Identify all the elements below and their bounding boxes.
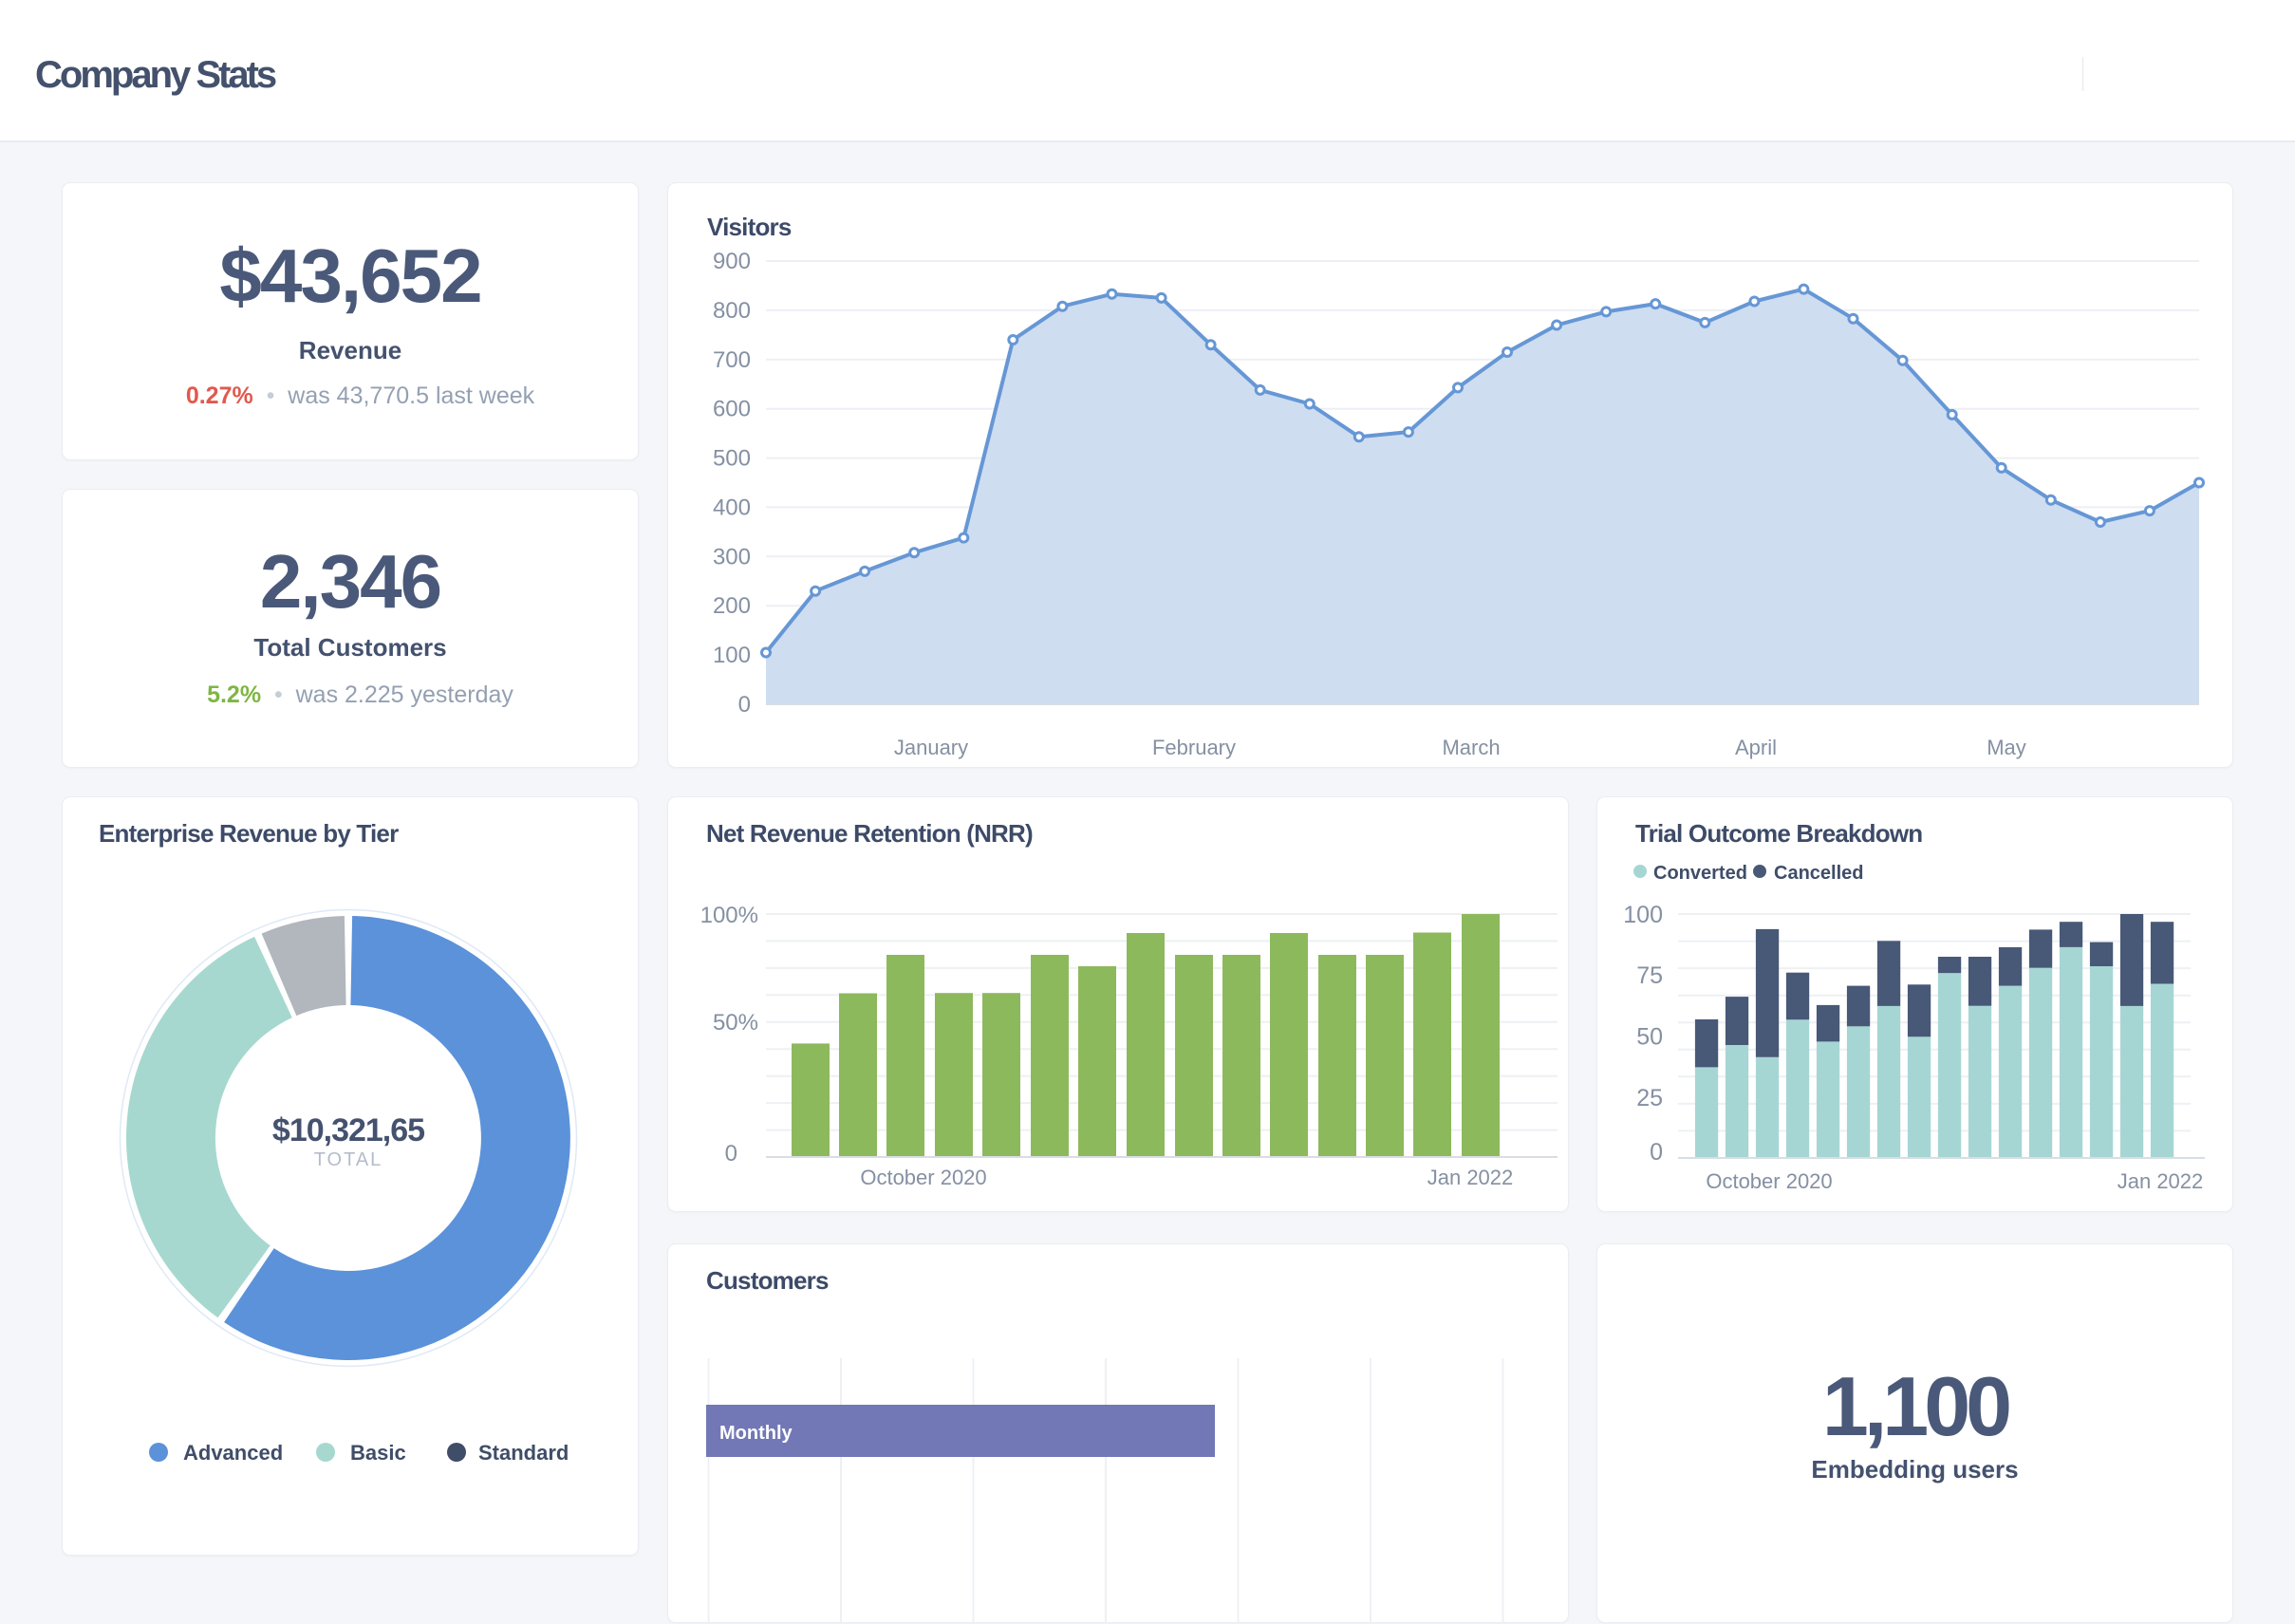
svg-text:Cancelled: Cancelled [1774,863,1863,884]
svg-text:March: March [1442,736,1500,759]
svg-text:100: 100 [713,643,751,668]
svg-text:Jan 2022: Jan 2022 [1427,1166,1514,1189]
svg-text:500: 500 [713,446,751,472]
svg-text:50: 50 [1636,1024,1663,1051]
svg-text:Advanced: Advanced [183,1441,283,1465]
svg-text:25: 25 [1636,1085,1663,1111]
svg-text:Standard: Standard [478,1441,569,1465]
svg-text:May: May [1987,736,2026,759]
svg-text:400: 400 [713,495,751,520]
svg-text:75: 75 [1636,962,1663,989]
svg-text:Converted: Converted [1653,863,1747,884]
svg-text:February: February [1152,736,1236,759]
svg-text:200: 200 [713,593,751,619]
svg-text:300: 300 [713,544,751,569]
svg-text:Basic: Basic [350,1441,406,1465]
svg-text:900: 900 [713,249,751,274]
svg-text:Jan 2022: Jan 2022 [2118,1169,2204,1193]
svg-text:700: 700 [713,347,751,373]
svg-text:October 2020: October 2020 [1706,1169,1832,1193]
svg-text:January: January [894,736,968,759]
svg-text:October 2020: October 2020 [860,1166,986,1189]
svg-text:100: 100 [1623,902,1663,928]
svg-text:0: 0 [725,1141,737,1167]
svg-text:April: April [1735,736,1777,759]
svg-text:$10,321,65: $10,321,65 [272,1112,424,1148]
svg-text:800: 800 [713,298,751,324]
svg-text:50%: 50% [713,1010,758,1036]
svg-text:100%: 100% [700,903,758,928]
svg-text:0: 0 [738,692,751,718]
svg-text:Monthly: Monthly [719,1423,793,1444]
svg-text:600: 600 [713,397,751,422]
svg-text:TOTAL: TOTAL [314,1149,383,1170]
svg-text:0: 0 [1650,1139,1663,1166]
